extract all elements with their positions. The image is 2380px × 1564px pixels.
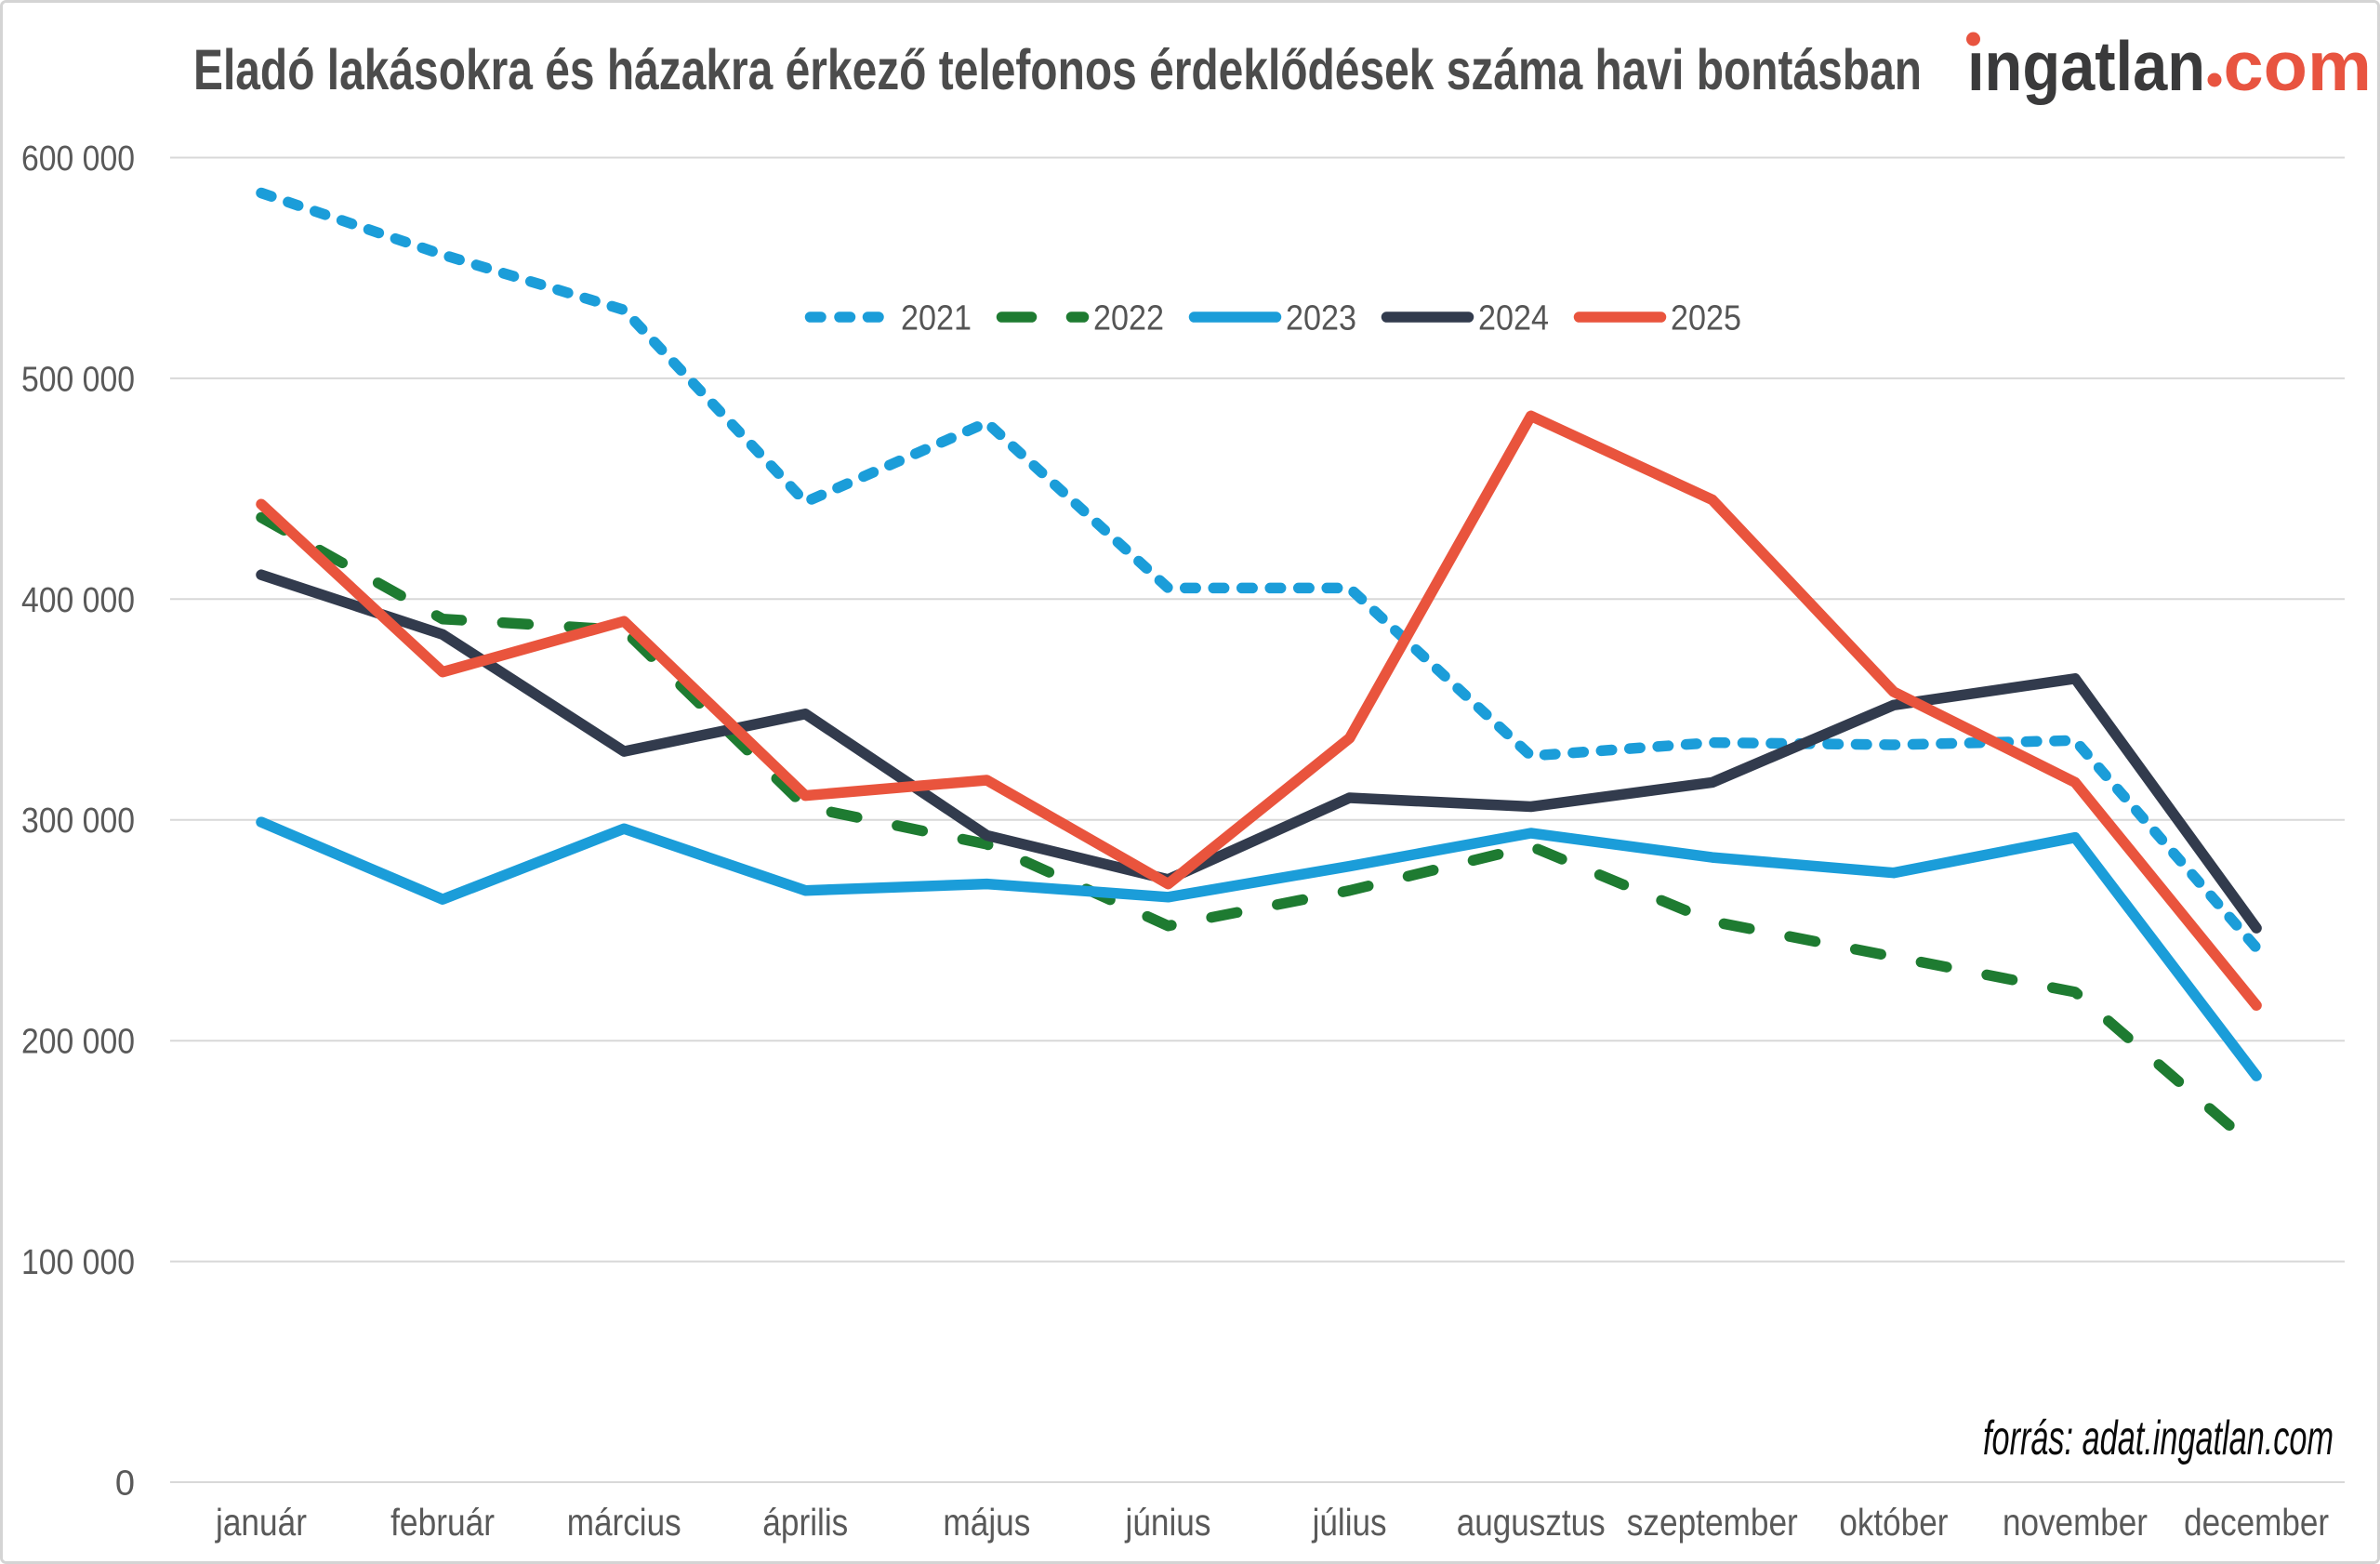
svg-text:május: május: [943, 1501, 1030, 1544]
svg-text:2022: 2022: [1093, 299, 1164, 338]
svg-text:augusztus: augusztus: [1457, 1501, 1606, 1544]
svg-text:szeptember: szeptember: [1627, 1501, 1798, 1544]
svg-text:forrás: adat.ingatlan.com: forrás: adat.ingatlan.com: [1983, 1412, 2334, 1465]
svg-text:április: április: [762, 1501, 848, 1544]
svg-text:100 000: 100 000: [21, 1243, 135, 1282]
svg-text:600 000: 600 000: [21, 139, 135, 179]
svg-text:október: október: [1839, 1501, 1948, 1544]
svg-text:január: január: [215, 1501, 307, 1544]
svg-text:500 000: 500 000: [21, 360, 135, 399]
svg-text:ıngatlan: ıngatlan: [1967, 27, 2205, 105]
svg-text:2023: 2023: [1286, 299, 1356, 338]
svg-text:300 000: 300 000: [21, 802, 135, 841]
svg-text:július: július: [1312, 1501, 1387, 1544]
svg-text:június: június: [1125, 1501, 1211, 1544]
svg-text:március: március: [567, 1501, 681, 1544]
svg-text:0: 0: [115, 1465, 135, 1504]
svg-text:Eladó lakásokra és házakra érk: Eladó lakásokra és házakra érkező telefo…: [193, 38, 1922, 101]
svg-text:200 000: 200 000: [21, 1023, 135, 1062]
svg-text:február: február: [390, 1501, 495, 1544]
svg-text:2021: 2021: [901, 299, 972, 338]
svg-text:.com: .com: [2203, 27, 2372, 105]
svg-text:2025: 2025: [1671, 299, 1741, 338]
svg-text:december: december: [2184, 1501, 2329, 1544]
svg-text:november: november: [2003, 1501, 2148, 1544]
svg-text:400 000: 400 000: [21, 581, 135, 620]
svg-text:2024: 2024: [1478, 299, 1549, 338]
